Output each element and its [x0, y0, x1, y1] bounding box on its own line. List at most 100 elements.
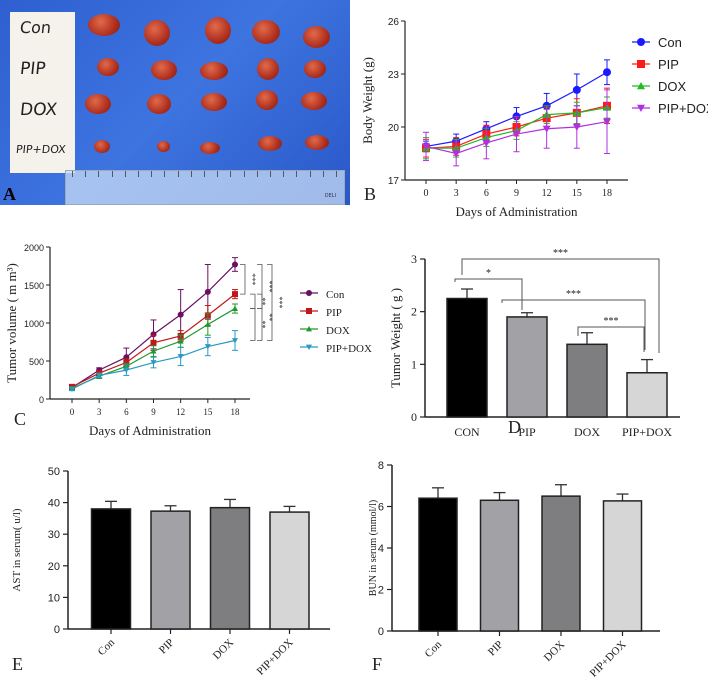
data-point	[512, 130, 521, 139]
significance-bracket	[240, 264, 246, 295]
y-tick-label: 4	[378, 543, 384, 555]
bar-pip-dox	[602, 500, 643, 632]
ruler-tick	[336, 171, 337, 177]
x-tick-label: 12	[542, 188, 552, 199]
significance-label: ***	[248, 273, 257, 285]
panel-letter-a: A	[3, 184, 16, 204]
chart-panel-e: 0 10 20 30 40 50 Con PIP DOX PIP+DOX AST in serum(…	[11, 466, 330, 678]
y-axis-label: BUN in serum (mmol/l)	[368, 500, 379, 596]
y-axis-label: Tumor volume ( m m³)	[4, 263, 19, 383]
y-tick-label: 50	[48, 466, 60, 478]
data-point	[232, 291, 238, 298]
ruler-brand: DELI	[324, 193, 336, 199]
significance-bracket	[257, 264, 263, 309]
bar-con	[90, 508, 132, 630]
tumor-photo: Con PIP DOX PIP+DOX DELI A	[0, 0, 350, 205]
significance-bracket	[454, 278, 523, 310]
ruler: DELI	[65, 170, 345, 205]
legend-label: PIP+DOX	[326, 343, 372, 355]
tumor-sample	[303, 26, 330, 48]
x-tick-label: 18	[602, 188, 612, 199]
y-tick-label: 0	[54, 624, 60, 636]
ruler-tick	[243, 171, 245, 177]
ruler-tick	[72, 171, 73, 177]
data-point	[637, 38, 645, 46]
data-point	[177, 354, 184, 360]
tumor-sample	[144, 20, 170, 46]
y-axis-label: Body Weight (g)	[360, 57, 375, 144]
data-point	[637, 104, 645, 112]
ruler-tick	[204, 171, 205, 177]
bar-pip-dox	[269, 511, 310, 630]
ruler-tick	[124, 171, 126, 177]
significance-label: **	[258, 321, 267, 329]
bar-dox	[209, 506, 251, 630]
legend-label: DOX	[326, 325, 350, 337]
x-tick-label: DOX	[574, 425, 600, 439]
data-point	[150, 360, 157, 366]
significance-bracket	[250, 293, 256, 309]
label-paper: Con PIP DOX PIP+DOX	[10, 12, 75, 173]
x-tick-label: 0	[70, 407, 75, 417]
x-tick-label: Con	[96, 636, 118, 658]
significance-bracket	[577, 326, 645, 352]
panel-letter-b: B	[364, 184, 376, 204]
bar-pip	[479, 499, 520, 632]
legend-label: PIP	[326, 307, 342, 319]
y-tick-label: 2000	[24, 243, 44, 253]
ruler-tick	[296, 171, 298, 177]
ruler-tick	[164, 171, 166, 177]
panel-letter-c: C	[14, 409, 26, 429]
data-point	[306, 308, 312, 314]
data-point	[96, 373, 103, 379]
tumor-sample	[301, 92, 327, 110]
bar-pip	[506, 316, 548, 418]
tumor-sample	[200, 142, 220, 154]
panel-letter-f: F	[372, 654, 382, 674]
data-point	[306, 344, 312, 350]
x-tick-label: PIP+DOX	[255, 637, 296, 678]
y-tick-label: 2	[411, 305, 417, 319]
significance-bracket	[501, 299, 646, 350]
x-tick-label: 6	[124, 407, 129, 417]
y-tick-label: 30	[48, 529, 60, 541]
x-tick-label: 12	[176, 407, 185, 417]
y-tick-label: 3	[411, 252, 417, 266]
significance-label: ***	[553, 248, 568, 259]
bar-pip-dox	[626, 372, 668, 418]
y-axis-label: Tumor Weight ( g )	[388, 288, 403, 388]
x-tick-label: PIP	[157, 637, 177, 657]
data-point	[572, 85, 581, 94]
y-tick-label: 500	[29, 357, 44, 367]
tumor-sample	[88, 14, 120, 36]
significance-label: **	[265, 313, 274, 321]
tumor-sample	[257, 58, 279, 80]
data-point	[177, 311, 184, 318]
x-axis-label: Days of Administration	[89, 423, 212, 438]
x-tick-label: DOX	[211, 637, 236, 662]
ruler-tick	[283, 171, 285, 177]
tumor-sample	[151, 60, 177, 80]
bar-con	[418, 497, 458, 632]
chart-panel-b: 17 20 23 26 0 3 6 9 12 15 18 Days of Administration…	[360, 17, 708, 219]
tumor-sample	[258, 136, 282, 151]
ruler-tick	[230, 171, 232, 177]
x-tick-label: 15	[572, 188, 582, 199]
data-point	[542, 125, 551, 133]
y-tick-label: 20	[388, 123, 400, 134]
tumor-sample	[94, 140, 110, 153]
data-point	[603, 68, 611, 77]
significance-label: **	[258, 297, 267, 305]
tumor-sample	[200, 62, 228, 80]
y-tick-label: 8	[378, 460, 384, 472]
y-tick-label: 1000	[24, 319, 44, 329]
y-tick-label: 0	[411, 410, 417, 424]
data-point	[232, 338, 238, 344]
ruler-tick	[217, 171, 219, 177]
y-tick-label: 6	[378, 502, 384, 514]
significance-bracket	[461, 258, 660, 353]
data-point	[637, 82, 645, 90]
tumor-sample	[157, 141, 170, 152]
tumor-sample	[147, 94, 171, 114]
